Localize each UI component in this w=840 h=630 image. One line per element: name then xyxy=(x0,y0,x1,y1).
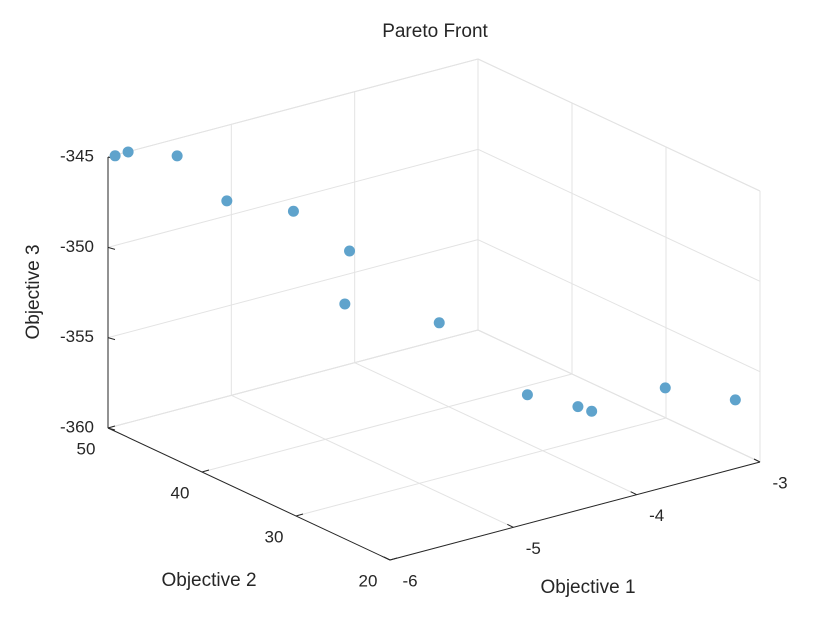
point xyxy=(586,405,598,417)
y-tick xyxy=(389,557,398,561)
z-axis-label: Objective 3 xyxy=(23,244,44,339)
y-tick xyxy=(107,425,116,429)
z-tick xyxy=(107,246,116,250)
x-axis-label: Objective 1 xyxy=(540,577,635,598)
z-tick xyxy=(107,427,116,431)
x-tick xyxy=(753,458,761,463)
grid-line xyxy=(354,362,637,496)
y-tick-label: 40 xyxy=(171,483,190,502)
y-axis xyxy=(107,427,391,561)
z-tick-label: -345 xyxy=(60,146,94,165)
y-tick-label: 50 xyxy=(77,439,96,458)
grid-line xyxy=(107,58,479,158)
x-tick-label: -5 xyxy=(526,539,541,558)
y-tick-label: 30 xyxy=(265,527,284,546)
point xyxy=(109,150,121,162)
grid-line xyxy=(107,148,479,248)
point xyxy=(344,245,356,257)
z-tick-label: -360 xyxy=(60,417,94,436)
grid-line xyxy=(107,329,479,429)
z-tick-label: -355 xyxy=(60,327,94,346)
x-tick xyxy=(383,556,391,561)
y-axis-label: Objective 2 xyxy=(161,570,256,591)
point xyxy=(122,146,134,158)
grid-line xyxy=(201,373,573,473)
grid-line xyxy=(295,417,667,517)
chart-title: Pareto Front xyxy=(382,21,488,42)
point xyxy=(171,150,183,162)
x-tick xyxy=(630,491,637,496)
grid-line xyxy=(477,58,761,192)
point xyxy=(729,394,741,406)
x-tick-label: -3 xyxy=(772,473,787,492)
x-tick-label: -6 xyxy=(402,571,417,590)
y-tick xyxy=(295,513,304,517)
point xyxy=(339,298,351,310)
y-tick xyxy=(201,469,210,473)
grid-line xyxy=(477,239,761,373)
point xyxy=(572,401,584,413)
x-tick xyxy=(507,523,514,528)
point xyxy=(433,317,445,329)
x-tick-label: -4 xyxy=(649,506,664,525)
grid-line xyxy=(477,329,761,463)
grid-line xyxy=(477,148,761,282)
z-tick-label: -350 xyxy=(60,237,94,256)
point xyxy=(521,389,533,401)
point xyxy=(659,382,671,394)
z-tick xyxy=(107,337,116,341)
point xyxy=(287,205,299,217)
x-axis xyxy=(389,461,761,561)
y-tick-label: 20 xyxy=(359,571,378,590)
grid-line xyxy=(107,239,479,339)
grid-line xyxy=(231,394,514,528)
point xyxy=(221,195,233,207)
